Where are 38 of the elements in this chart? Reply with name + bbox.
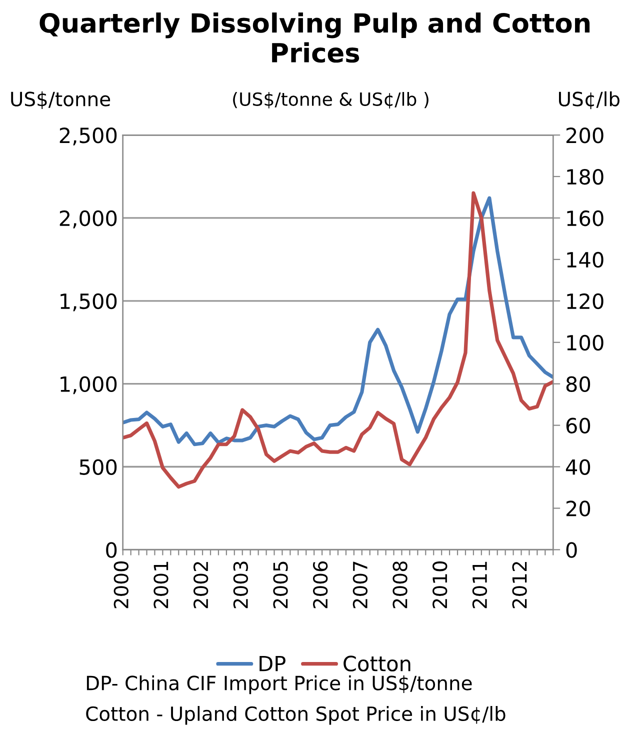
y2-tick-label: 40 — [566, 459, 590, 475]
y2-tick-label: 140 — [567, 252, 604, 268]
x-tick-label: 2000 — [114, 561, 128, 608]
x-tick-label: 2010 — [432, 561, 448, 608]
legend-label: DP — [260, 656, 286, 672]
y-tick-label: 500 — [80, 459, 117, 475]
x-tick-label: 2008 — [392, 561, 408, 608]
y-tick-label: 2,500 — [60, 128, 117, 146]
x-tick-label: 2012 — [512, 562, 527, 608]
y2-axis-title: US¢/lb — [558, 91, 620, 110]
chart-title: Quarterly Dissolving Pulp and Cotton Prices — [40, 12, 590, 63]
y2-tick-label: 80 — [566, 376, 590, 392]
x-tick-label: 2011 — [472, 562, 488, 608]
y2-tick-label: 20 — [566, 500, 590, 516]
y-tick-label: 1,500 — [60, 293, 117, 312]
y-tick-label: 2,000 — [60, 210, 117, 228]
x-tick-label: 2007 — [352, 562, 368, 608]
x-tick-label: 2006 — [312, 561, 328, 608]
y-axis-title: US$/tonne — [11, 91, 110, 109]
chart-subtitle: (US$/tonne & US¢/lb ) — [233, 92, 428, 108]
y-tick-label: 0 — [106, 542, 117, 558]
y-tick-label: 1,000 — [60, 376, 117, 394]
y2-tick-label: 100 — [567, 334, 604, 351]
line-series — [122, 191, 554, 489]
x-tick-label: 2001 — [154, 562, 168, 608]
line-series — [122, 196, 554, 446]
y2-tick-label: 120 — [567, 293, 604, 310]
x-tick-label: 2005 — [273, 562, 288, 608]
y2-tick-label: 0 — [566, 542, 577, 558]
y2-tick-label: 60 — [566, 418, 590, 434]
y2-tick-label: 160 — [567, 210, 604, 226]
y2-tick-label: 200 — [566, 128, 604, 144]
y2-tick-label: 180 — [567, 168, 604, 185]
legend-label: Cotton — [344, 656, 410, 672]
x-tick-label: 2002 — [193, 562, 208, 608]
text: Cotton - Upland Cotton Spot Price in US¢/lb — [86, 706, 506, 725]
x-tick-label: 2003 — [233, 562, 248, 608]
text: DP- China CIF Import Price in US$/tonne — [86, 675, 472, 694]
